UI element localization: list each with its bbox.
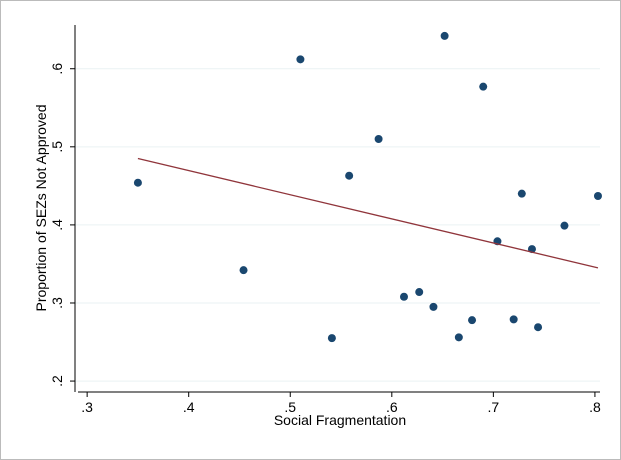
point: [560, 221, 569, 230]
x-tick-label: .6: [386, 399, 398, 415]
point: [429, 302, 438, 311]
point: [399, 292, 408, 301]
point: [440, 31, 449, 40]
point: [454, 333, 463, 342]
x-tick-label: .4: [183, 399, 195, 415]
y-tick-label: .5: [49, 141, 65, 153]
point: [374, 135, 383, 144]
point: [415, 288, 424, 297]
x-tick-label: .8: [589, 399, 601, 415]
y-tick-label: .2: [49, 375, 65, 387]
point: [593, 192, 602, 201]
y-axis-title: Proportion of SEZs Not Approved: [33, 105, 49, 312]
x-tick-label: .5: [284, 399, 296, 415]
y-tick-label: .3: [49, 297, 65, 309]
point: [534, 323, 543, 332]
point: [296, 55, 305, 64]
fit-line: [137, 157, 599, 269]
point: [517, 189, 526, 198]
x-axis-title: Social Fragmentation: [274, 412, 406, 428]
y-tick-label: .6: [49, 63, 65, 75]
x-tick-label: .7: [488, 399, 500, 415]
point: [327, 334, 336, 343]
point: [345, 171, 354, 180]
y-tick-label: .4: [49, 219, 65, 231]
point: [239, 266, 248, 275]
point: [133, 178, 142, 187]
point: [479, 82, 488, 91]
point: [468, 316, 477, 325]
point: [509, 315, 518, 324]
x-tick-label: .3: [81, 399, 93, 415]
